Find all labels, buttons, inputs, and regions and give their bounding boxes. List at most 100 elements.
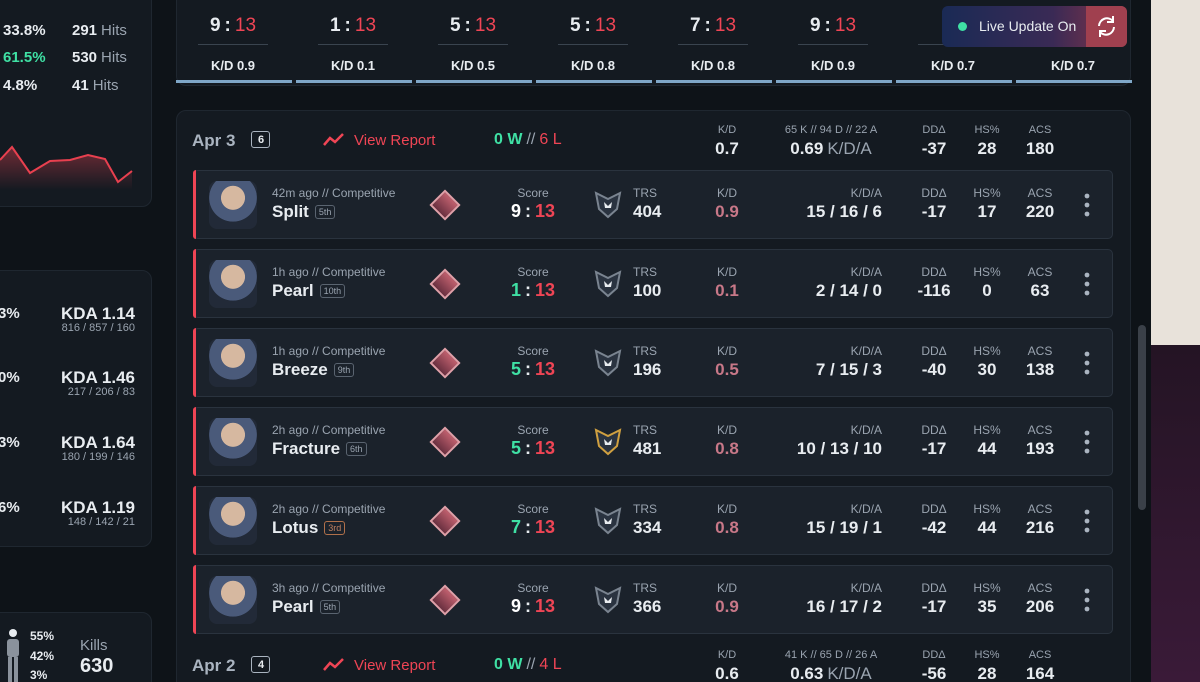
kd-label: K/D <box>716 423 737 437</box>
kda-unit: K/D/A <box>827 138 872 158</box>
strip-underline <box>296 80 412 83</box>
score-sep: : <box>524 517 531 537</box>
placement: 5th <box>314 204 336 219</box>
trs-icon <box>593 189 623 226</box>
score-sep: : <box>524 438 531 458</box>
map-name: Fracture 6th <box>272 440 367 460</box>
acs-value: 206 <box>1025 596 1055 616</box>
count-box <box>251 656 270 673</box>
match-row[interactable] <box>193 407 1113 476</box>
agent-kda: KDA 1.19 <box>60 497 135 517</box>
score-opp: 13 <box>714 14 737 36</box>
strip-score: 9:13 <box>733 16 933 35</box>
strip-underline <box>656 80 772 83</box>
agent-totals: 148 / 142 / 21 <box>67 515 135 528</box>
wins: 0 W <box>494 656 523 673</box>
kda-label: K/D/A <box>850 344 882 358</box>
report-icon <box>322 132 346 153</box>
score-own: 5 <box>510 438 521 458</box>
acs-value: 220 <box>1025 201 1055 221</box>
day-dd: -37 <box>921 138 947 158</box>
match-row[interactable] <box>193 328 1113 397</box>
acs-value: 216 <box>1025 517 1055 537</box>
kd-label: K/D <box>716 581 737 595</box>
trs-value: 334 <box>633 517 662 537</box>
loss-accent <box>193 565 196 634</box>
hs-label: HS% <box>973 423 1001 437</box>
match-row[interactable] <box>193 170 1113 239</box>
score-label: Score <box>517 186 549 200</box>
score-opp: 13 <box>534 359 556 379</box>
live-label[interactable]: Live Update On <box>979 18 1077 34</box>
row-menu[interactable] <box>1082 430 1092 454</box>
agent-totals: 180 / 199 / 146 <box>61 450 135 463</box>
wins: 0 W <box>494 131 523 148</box>
hit-percent: 33.8% <box>3 21 46 39</box>
view-report[interactable]: View Report <box>354 131 436 149</box>
day-record: 0 W//6 L <box>492 132 564 148</box>
row-menu[interactable] <box>1082 193 1092 217</box>
kda-value: 7 / 15 / 3 <box>815 359 882 379</box>
count-box <box>251 131 270 148</box>
row-menu[interactable] <box>1082 351 1092 375</box>
kd-value: 0.9 <box>715 201 739 221</box>
report-icon <box>322 657 346 678</box>
trs-label: TRS <box>633 581 657 595</box>
score-opp: 13 <box>534 438 556 458</box>
strip-underline <box>536 80 652 83</box>
score-own: 9 <box>209 14 221 36</box>
hs-value: 17 <box>977 201 997 221</box>
placement: 3rd <box>324 520 346 535</box>
match-score: 5:13 <box>433 360 633 378</box>
day-hs-label: HS% <box>974 648 1000 661</box>
day-kd-label: K/D <box>717 123 737 136</box>
day-acs-label: ACS <box>1028 648 1052 661</box>
strip-divider <box>558 44 628 45</box>
row-menu[interactable] <box>1082 509 1092 533</box>
match-score: 5:13 <box>433 439 633 457</box>
day-acs: 180 <box>1025 138 1055 158</box>
dd-label: DDΔ <box>921 265 947 279</box>
scrollbar[interactable] <box>1138 325 1146 510</box>
score-label: Score <box>517 344 549 358</box>
day-dd-label: DDΔ <box>922 648 946 661</box>
score-opp: 13 <box>234 14 257 36</box>
row-menu[interactable] <box>1082 272 1092 296</box>
row-menu[interactable] <box>1082 588 1092 612</box>
score-own: 9 <box>510 596 521 616</box>
match-row[interactable] <box>193 486 1113 555</box>
score-opp: 13 <box>534 280 556 300</box>
match-score: 9:13 <box>433 597 633 615</box>
side-window-dark <box>1151 345 1200 682</box>
strip-kd: K/D 0.8 <box>570 57 616 73</box>
score-sep: : <box>524 359 531 379</box>
kda-value: 10 / 13 / 10 <box>796 438 882 458</box>
score-label: Score <box>517 502 549 516</box>
kd-value: 0.8 <box>715 517 739 537</box>
score-opp: 13 <box>474 14 497 36</box>
match-row[interactable] <box>193 249 1113 318</box>
hit-unit: Hits <box>92 76 119 94</box>
trs-value: 366 <box>633 596 662 616</box>
kda-value: 2 / 14 / 0 <box>815 280 882 300</box>
acs-label: ACS <box>1027 423 1053 437</box>
strip-kd: K/D 0.9 <box>810 57 856 73</box>
strip-underline <box>896 80 1012 83</box>
placement: 9th <box>333 362 355 377</box>
view-report[interactable]: View Report <box>354 656 436 674</box>
agent-portrait <box>209 260 257 308</box>
score-own: 5 <box>449 14 461 36</box>
strip-score: 1:13 <box>253 16 453 35</box>
sparkline <box>0 145 133 190</box>
score-own: 1 <box>510 280 521 300</box>
hs-value: 0 <box>982 280 992 300</box>
score-own: 1 <box>329 14 341 36</box>
match-row[interactable] <box>193 565 1113 634</box>
refresh-icon[interactable] <box>1086 6 1127 47</box>
acs-value: 63 <box>1030 280 1050 300</box>
hit-number: 41 <box>72 76 89 94</box>
agent-portrait <box>209 339 257 387</box>
map-name: Pearl 5th <box>272 598 341 618</box>
agent-portrait <box>209 497 257 545</box>
dd-value: -17 <box>921 596 947 616</box>
